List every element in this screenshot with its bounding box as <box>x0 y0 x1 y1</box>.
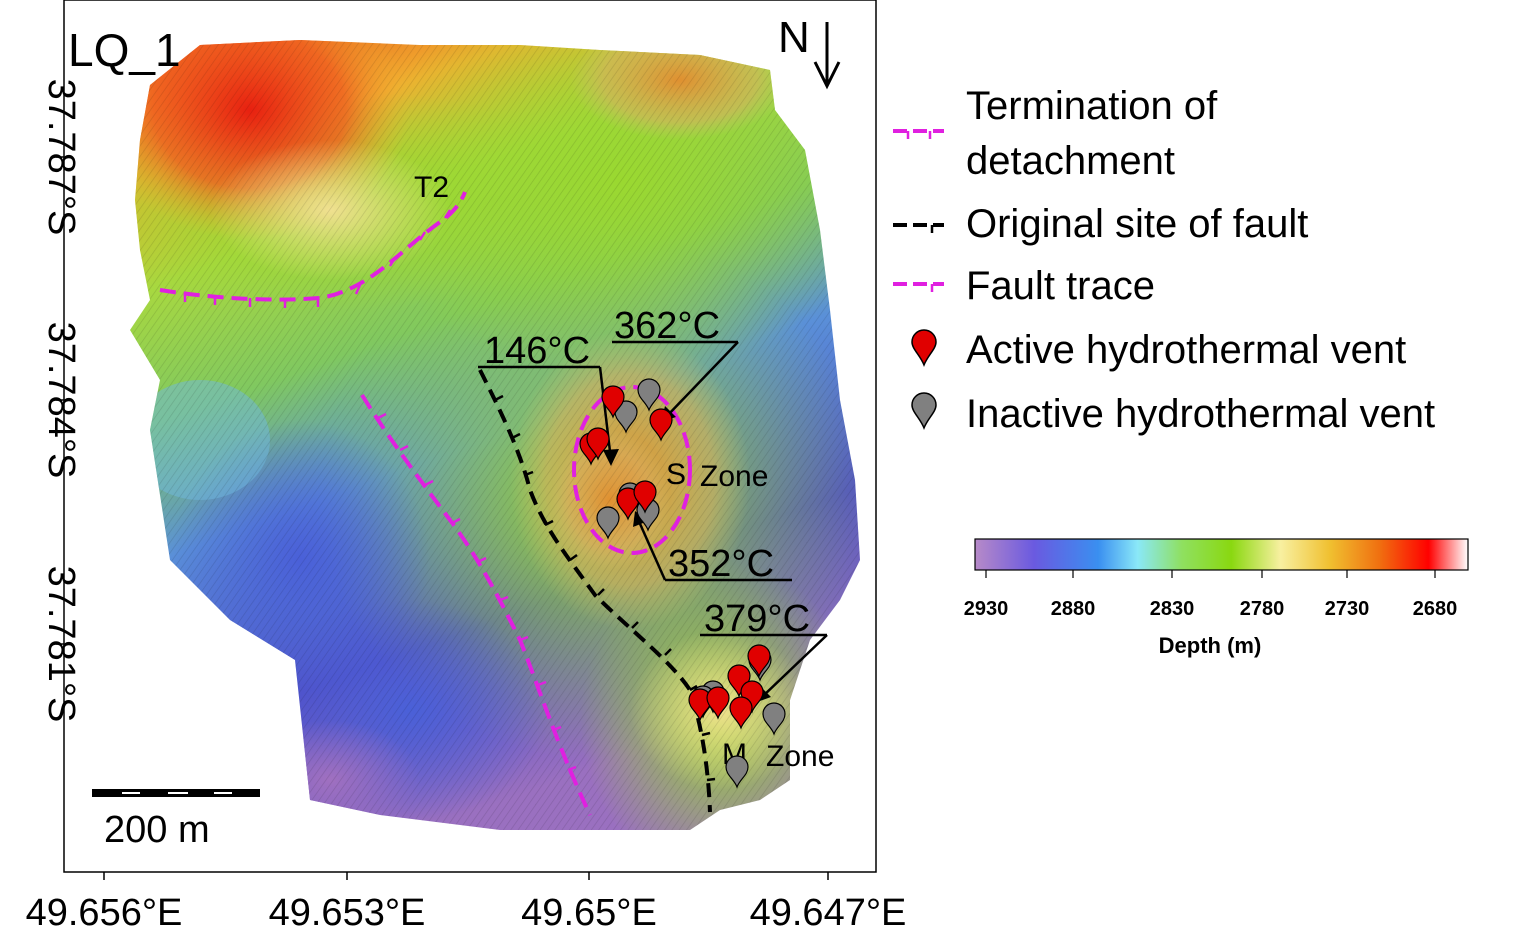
temperature-label-146: 146°C <box>484 330 590 372</box>
lat-tick-label-3: 37.781°S <box>40 566 82 723</box>
detachment-termination-line <box>159 191 467 302</box>
colorbar-gradient <box>974 538 1469 571</box>
legend-item-detachment: Termination of detachment <box>893 84 1218 183</box>
depth-colorbar: 2930 2880 2830 2780 2730 2680 Depth (m) <box>964 538 1469 658</box>
lat-tick-label-2: 37.784°S <box>40 322 82 479</box>
legend-item-original-fault: Original site of fault <box>893 202 1308 246</box>
active-vent-marker <box>601 385 625 419</box>
temperature-callout-lines <box>478 340 828 698</box>
colorbar-tick-2680: 2680 <box>1413 598 1458 620</box>
legend-item-inactive-vent: Inactive hydrothermal vent <box>911 392 1435 436</box>
colorbar-tick-2930: 2930 <box>964 598 1009 620</box>
inactive-vent-marker <box>596 506 620 540</box>
inactive-vent-marker <box>762 702 786 736</box>
temperature-label-352: 352°C <box>668 543 774 585</box>
original-fault-ticks <box>494 394 716 782</box>
s-zone-word: Zone <box>700 460 768 493</box>
lon-tick-label-4: 49.647°E <box>750 892 907 934</box>
scale-bar: 200 m <box>92 789 260 851</box>
legend-item-fault-trace: Fault trace <box>893 264 1155 308</box>
colorbar-tick-2780: 2780 <box>1240 598 1285 620</box>
s-zone-letter: S <box>666 458 686 491</box>
vent-markers <box>579 378 786 789</box>
panel-label: LQ_1 <box>68 24 181 76</box>
colorbar-tick-2880: 2880 <box>1051 598 1096 620</box>
active-vent-marker <box>633 480 657 514</box>
active-vent-marker <box>688 688 712 722</box>
active-vent-marker-icon <box>911 329 937 368</box>
legend-label-detachment-line1: Termination of <box>966 84 1218 128</box>
colorbar-tick-2730: 2730 <box>1325 598 1370 620</box>
legend-item-active-vent: Active hydrothermal vent <box>911 328 1406 372</box>
original-fault-line <box>478 369 712 813</box>
lon-tick-label-1: 49.656°E <box>26 892 183 934</box>
inactive-vent-marker <box>637 378 661 412</box>
lon-tick-marks <box>103 872 829 880</box>
legend: Termination of detachment Original site … <box>893 84 1435 436</box>
detachment-ticks <box>183 209 452 308</box>
temperature-label-362: 362°C <box>614 305 720 347</box>
active-vent-marker <box>586 427 610 461</box>
fault-trace-ticks <box>377 412 577 772</box>
legend-label-inactive-vent: Inactive hydrothermal vent <box>966 392 1435 436</box>
active-vent-marker <box>706 686 730 720</box>
lat-tick-marks <box>56 156 64 645</box>
s-zone-outline <box>572 385 692 555</box>
legend-label-detachment-line2: detachment <box>966 139 1175 183</box>
colorbar-tick-2830: 2830 <box>1150 598 1195 620</box>
active-vent-marker <box>616 487 640 521</box>
fault-trace-line <box>360 393 592 816</box>
active-vent-marker <box>747 644 771 678</box>
legend-label-original-fault: Original site of fault <box>966 202 1308 246</box>
active-vent-marker <box>649 408 673 442</box>
colorbar-title: Depth (m) <box>1159 633 1262 658</box>
north-arrow: N <box>778 13 841 90</box>
legend-label-fault-trace: Fault trace <box>966 264 1155 308</box>
lon-tick-label-3: 49.65°E <box>521 892 657 934</box>
lat-tick-label-1: 37.787°S <box>40 79 82 236</box>
active-vent-marker <box>729 696 753 730</box>
north-label: N <box>778 13 810 62</box>
lon-tick-label-2: 49.653°E <box>269 892 426 934</box>
m-zone-word: Zone <box>766 740 834 773</box>
t2-label: T2 <box>414 171 449 204</box>
temperature-label-379: 379°C <box>704 598 810 640</box>
inactive-vent-marker <box>614 400 638 434</box>
legend-label-active-vent: Active hydrothermal vent <box>966 328 1406 372</box>
inactive-vent-marker-icon <box>911 392 937 431</box>
inactive-vent-marker <box>725 755 749 789</box>
scale-bar-label: 200 m <box>104 809 210 851</box>
